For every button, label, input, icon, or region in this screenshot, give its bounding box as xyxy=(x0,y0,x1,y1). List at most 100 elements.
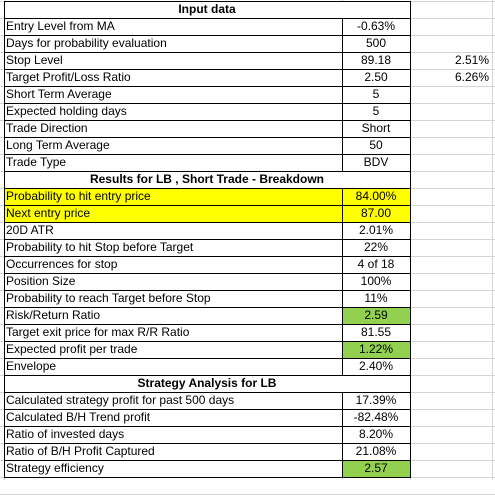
row-value-cell[interactable]: 11% xyxy=(364,291,388,305)
row-label-cell[interactable]: Probability to hit Stop before Target xyxy=(6,240,194,254)
row-value-cell[interactable]: 5 xyxy=(372,104,380,118)
row-extra-cell[interactable] xyxy=(410,137,492,154)
row-extra-cell[interactable] xyxy=(410,409,492,426)
row-label-cell[interactable]: Probability to hit entry price xyxy=(4,188,342,205)
row-label-cell[interactable]: Ratio of B/H Profit Captured xyxy=(6,444,155,458)
gridline-vertical xyxy=(492,0,493,480)
section-header-row: Input data xyxy=(0,1,495,18)
cell-border xyxy=(4,205,410,206)
row-label-cell[interactable]: Position Size xyxy=(6,274,76,288)
row-label-cell[interactable]: Strategy efficiency xyxy=(6,461,104,475)
row-label-cell[interactable]: Expected profit per trade xyxy=(6,342,138,356)
row-label-cell[interactable]: Ratio of invested days xyxy=(6,427,125,441)
row-extra-cell[interactable]: 2.51% xyxy=(454,53,489,67)
row-label-cell[interactable]: Risk/Return Ratio xyxy=(6,308,101,322)
row-label-cell[interactable]: Trade Type xyxy=(6,155,67,169)
row-extra-cell[interactable] xyxy=(410,35,492,52)
cell-border xyxy=(4,188,410,189)
row-value-cell[interactable]: 4 of 18 xyxy=(357,257,395,271)
cell-border xyxy=(4,137,410,138)
table-row: Envelope 2.40% xyxy=(0,358,495,375)
cell-border xyxy=(4,171,410,172)
row-value-cell[interactable]: 2.50 xyxy=(364,70,388,84)
row-extra-cell[interactable] xyxy=(410,426,492,443)
row-label-cell[interactable]: Long Term Average xyxy=(6,138,110,152)
row-extra-cell[interactable] xyxy=(410,358,492,375)
row-value-cell[interactable]: 2.40% xyxy=(358,359,394,373)
row-value-cell[interactable]: 81.55 xyxy=(360,325,392,339)
row-extra-cell[interactable] xyxy=(410,222,492,239)
row-value-cell[interactable]: -0.63% xyxy=(356,19,396,33)
row-label-cell[interactable]: Days for probability evaluation xyxy=(6,36,167,50)
table-row: Trade Direction Short xyxy=(0,120,495,137)
row-label-cell[interactable]: Entry Level from MA xyxy=(6,19,115,33)
row-label-cell[interactable]: Expected holding days xyxy=(6,104,127,118)
row-extra-cell[interactable] xyxy=(410,86,492,103)
row-extra-cell[interactable] xyxy=(410,256,492,273)
row-value-cell[interactable]: 100% xyxy=(360,274,392,288)
row-value-cell[interactable]: 17.39% xyxy=(355,393,397,407)
row-extra-cell[interactable] xyxy=(410,188,492,205)
row-label-cell[interactable]: Next entry price xyxy=(4,205,342,222)
row-value-cell[interactable]: 21.08% xyxy=(355,444,397,458)
section-header[interactable]: Strategy Analysis for LB xyxy=(4,375,410,392)
row-value-cell[interactable]: 8.20% xyxy=(358,427,394,441)
row-label-cell[interactable]: 20D ATR xyxy=(6,223,54,237)
row-value-cell[interactable]: 50 xyxy=(369,138,383,152)
row-value-cell[interactable]: 2.01% xyxy=(358,223,394,237)
row-extra-cell[interactable] xyxy=(410,120,492,137)
row-value-cell[interactable]: -82.48% xyxy=(353,410,399,424)
cell-border xyxy=(4,290,410,291)
row-extra-cell[interactable]: 6.26% xyxy=(454,70,489,84)
row-value-cell[interactable]: 2.59 xyxy=(342,307,410,324)
row-extra-cell[interactable] xyxy=(410,239,492,256)
table-row: Entry Level from MA -0.63% xyxy=(0,18,495,35)
row-label-cell[interactable]: Target exit price for max R/R Ratio xyxy=(6,325,190,339)
row-label-cell[interactable]: Target Profit/Loss Ratio xyxy=(6,70,131,84)
row-extra-cell[interactable] xyxy=(410,205,492,222)
cell-border xyxy=(342,392,343,477)
row-extra-cell[interactable] xyxy=(410,341,492,358)
cell-border xyxy=(342,18,343,171)
row-label-cell[interactable]: Short Term Average xyxy=(6,87,112,101)
cell-border xyxy=(4,18,410,19)
row-value-cell[interactable]: 2.57 xyxy=(342,460,410,477)
row-extra-cell[interactable] xyxy=(410,392,492,409)
table-row: Probability to hit Stop before Target 22% xyxy=(0,239,495,256)
row-extra-cell[interactable] xyxy=(410,103,492,120)
cell-border xyxy=(4,443,410,444)
row-value-cell[interactable]: 1.22% xyxy=(342,341,410,358)
row-value-cell[interactable]: 500 xyxy=(365,36,387,50)
row-value-cell[interactable]: 5 xyxy=(372,87,380,101)
cell-border xyxy=(4,256,410,257)
row-label-cell[interactable]: Envelope xyxy=(6,359,57,373)
row-label-cell[interactable]: Probability to reach Target before Stop xyxy=(6,291,211,305)
row-extra-cell[interactable] xyxy=(410,18,492,35)
section-header-row: Strategy Analysis for LB xyxy=(0,375,495,392)
row-extra-cell[interactable] xyxy=(410,324,492,341)
row-label-cell[interactable]: Occurrences for stop xyxy=(6,257,118,271)
table-row: Probability to hit entry price 84.00% xyxy=(0,188,495,205)
row-value-cell[interactable]: 84.00% xyxy=(342,188,410,205)
row-extra-cell[interactable] xyxy=(410,460,492,477)
table-row: Probability to reach Target before Stop 1… xyxy=(0,290,495,307)
row-value-cell[interactable]: 87.00 xyxy=(342,205,410,222)
row-label-cell[interactable]: Calculated B/H Trend profit xyxy=(6,410,151,424)
row-label-cell[interactable]: Trade Direction xyxy=(6,121,88,135)
section-header[interactable]: Input data xyxy=(4,1,410,18)
row-value-cell[interactable]: 22% xyxy=(363,240,389,254)
row-label-cell[interactable]: Calculated strategy profit for past 500 … xyxy=(6,393,235,407)
table-row: Ratio of invested days 8.20% xyxy=(0,426,495,443)
table-row: Calculated strategy profit for past 500 … xyxy=(0,392,495,409)
row-value-cell[interactable]: Short xyxy=(361,121,391,135)
row-value-cell[interactable]: BDV xyxy=(363,155,389,169)
row-label-cell[interactable]: Stop Level xyxy=(6,53,63,67)
row-extra-cell[interactable] xyxy=(410,154,492,171)
row-extra-cell[interactable] xyxy=(410,273,492,290)
row-extra-cell[interactable] xyxy=(410,290,492,307)
row-extra-cell[interactable] xyxy=(410,307,492,324)
row-value-cell[interactable]: 89.18 xyxy=(360,53,392,67)
row-extra-cell[interactable] xyxy=(410,443,492,460)
section-header[interactable]: Results for LB , Short Trade - Breakdown xyxy=(4,171,410,188)
